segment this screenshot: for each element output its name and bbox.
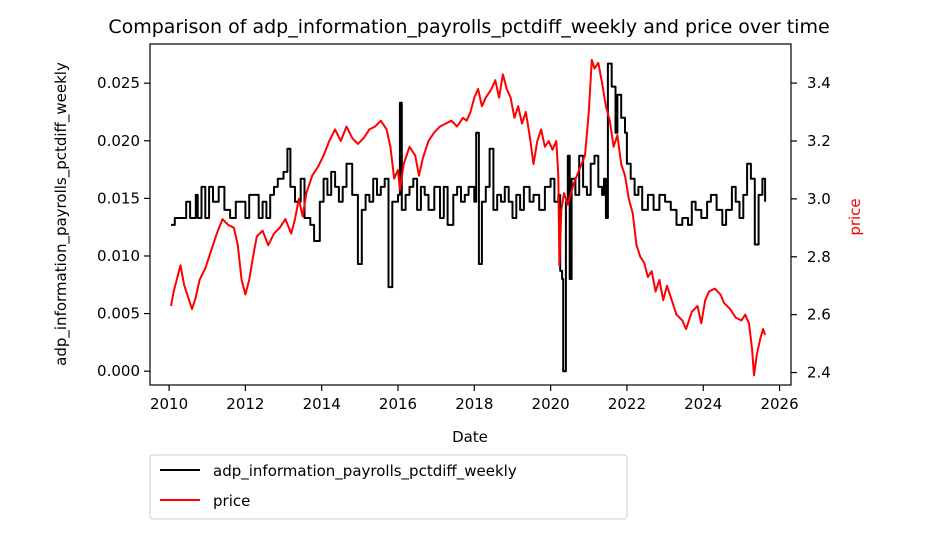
y-left-tick-label: 0.015	[97, 189, 140, 207]
legend-label-adp: adp_information_payrolls_pctdiff_weekly	[213, 462, 517, 481]
y-left-tick-label: 0.020	[97, 132, 140, 150]
y-right-tick-label: 3.0	[807, 190, 831, 208]
legend-box	[149, 454, 628, 520]
y-right-tick-label: 3.4	[807, 74, 831, 92]
x-tick-label: 2016	[379, 395, 417, 413]
y-left-tick-label: 0.000	[97, 362, 140, 380]
legend-label-price: price	[213, 492, 250, 510]
plot-lines	[170, 58, 767, 377]
x-axis: 2010 2012 2014 2016 2018 2020 2022 2024 2026	[150, 385, 799, 413]
y-left-tick-label: 0.005	[97, 305, 140, 323]
x-tick-label: 2014	[303, 395, 341, 413]
x-tick-label: 2012	[226, 395, 264, 413]
y-axis-left: 0.000 0.005 0.010 0.015 0.020 0.025	[97, 74, 150, 380]
y-axis-left-title: adp_information_payrolls_pctdiff_weekly	[52, 62, 71, 366]
x-tick-label: 2020	[532, 395, 570, 413]
y-right-tick-label: 2.4	[807, 364, 831, 382]
series-line-price	[170, 58, 767, 377]
plot-frame	[149, 43, 792, 386]
legend: adp_information_payrolls_pctdiff_weekly …	[149, 454, 628, 520]
x-tick-label: 2022	[608, 395, 646, 413]
x-tick-label: 2018	[455, 395, 493, 413]
x-tick-label: 2024	[684, 395, 722, 413]
y-left-tick-label: 0.025	[97, 74, 140, 92]
y-right-tick-label: 3.2	[807, 132, 831, 150]
y-axis-right: 2.4 2.6 2.8 3.0 3.2 3.4	[791, 74, 831, 382]
series-line-adp	[171, 62, 767, 373]
x-tick-label: 2026	[760, 395, 798, 413]
y-left-tick-label: 0.010	[97, 247, 140, 265]
x-tick-label: 2010	[150, 395, 188, 413]
y-axis-right-title: price	[846, 198, 864, 235]
y-right-tick-label: 2.6	[807, 306, 831, 324]
y-right-tick-label: 2.8	[807, 248, 831, 266]
x-axis-title: Date	[452, 428, 488, 446]
chart-title: Comparison of adp_information_payrolls_p…	[108, 16, 829, 38]
